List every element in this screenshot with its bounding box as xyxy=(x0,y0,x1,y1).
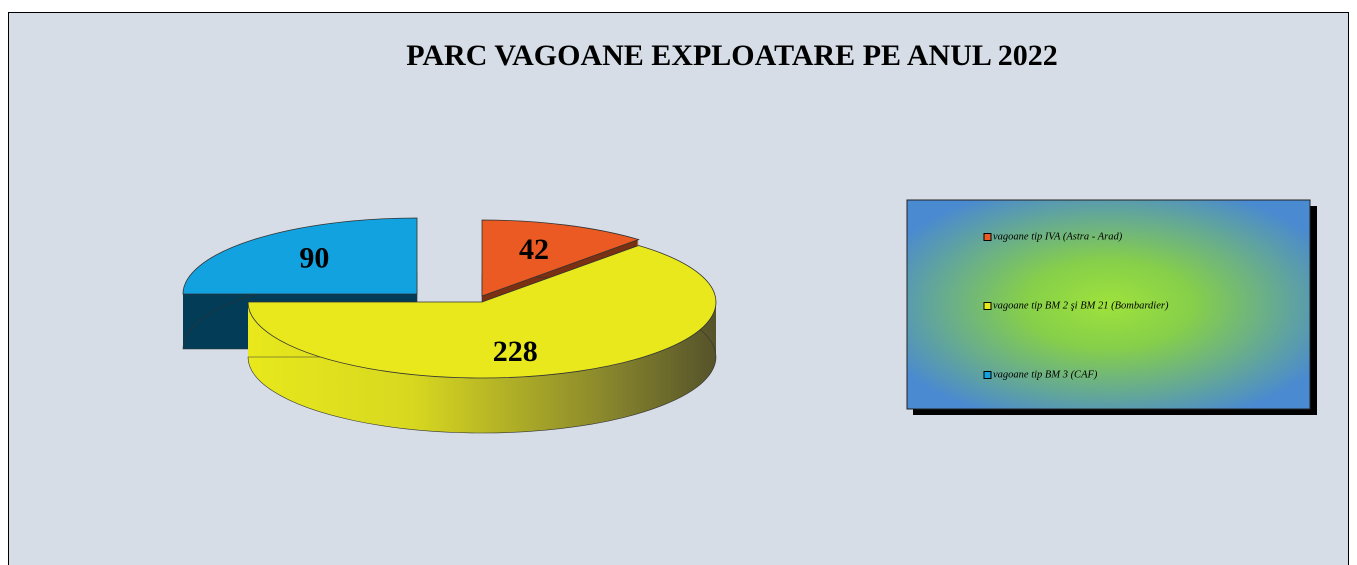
legend-label: vagoane tip BM 3 (CAF) xyxy=(993,369,1098,380)
legend xyxy=(906,199,1311,410)
chart-title: PARC VAGOANE EXPLOATARE PE ANUL 2022 xyxy=(406,39,1057,72)
legend-swatch xyxy=(983,302,992,310)
legend-swatch xyxy=(983,371,992,379)
slice-top xyxy=(481,219,640,297)
data-label: 228 xyxy=(493,335,538,368)
legend-items: vagoane tip IVA (Astra - Arad) vagoane ti… xyxy=(983,231,1169,380)
slice-side-outline xyxy=(247,300,717,434)
slice-top xyxy=(182,217,418,295)
data-label: 90 xyxy=(299,242,329,275)
slice-top xyxy=(247,245,717,379)
legend-label: vagoane tip BM 2 şi BM 21 (Bombardier) xyxy=(993,300,1169,311)
data-label: 42 xyxy=(519,233,549,266)
legend-label: vagoane tip IVA (Astra - Arad) xyxy=(993,231,1123,242)
pie: 90 42 228 xyxy=(182,217,717,434)
pie-slice xyxy=(247,245,717,434)
legend-swatch xyxy=(983,233,992,241)
